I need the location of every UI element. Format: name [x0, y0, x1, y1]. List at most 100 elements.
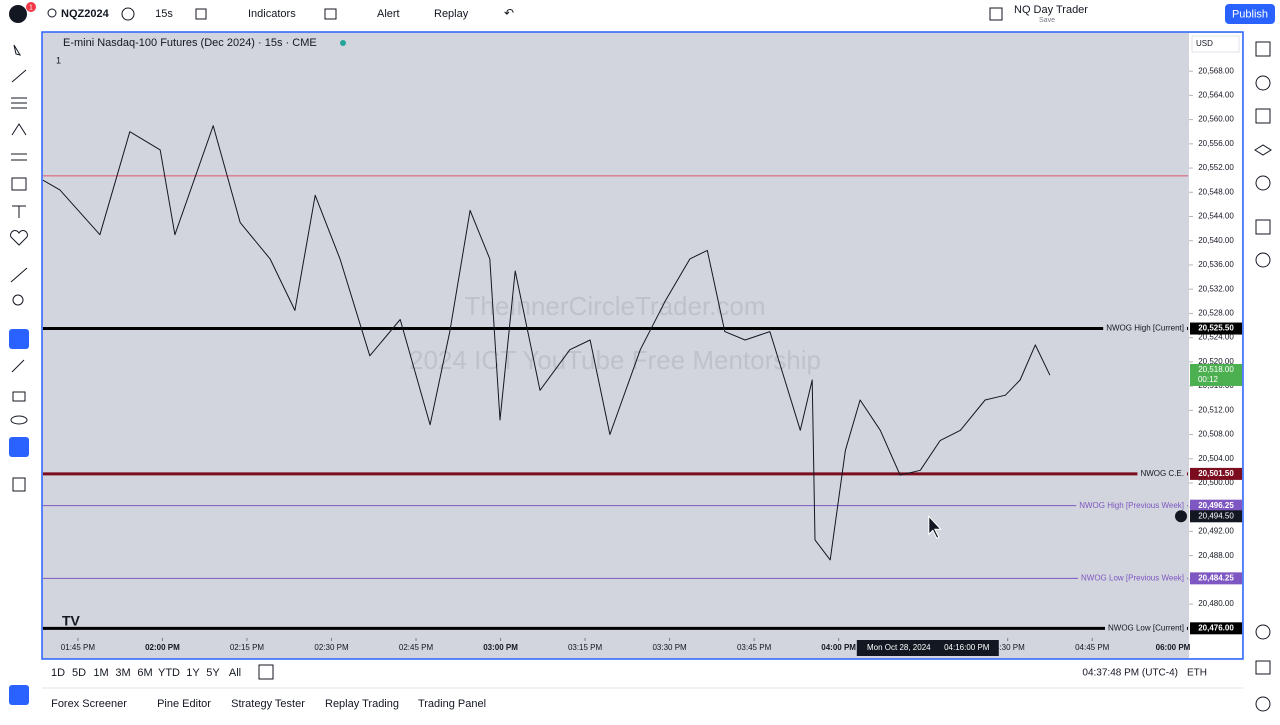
- range-button[interactable]: 3M: [115, 667, 130, 679]
- bottom-tab[interactable]: Replay Trading: [325, 698, 399, 710]
- legend-collapse[interactable]: 1: [56, 55, 61, 65]
- session[interactable]: ETH: [1187, 668, 1207, 679]
- y-tick-label: 20,528.00: [1198, 309, 1234, 318]
- y-tick-label: 20,544.00: [1198, 212, 1234, 221]
- range-button[interactable]: YTD: [158, 667, 180, 679]
- price-axis: [1189, 33, 1242, 658]
- y-tick-label: 20,552.00: [1198, 163, 1234, 172]
- add-alert[interactable]: [1175, 510, 1187, 523]
- goto-date[interactable]: [258, 664, 274, 680]
- range-button[interactable]: All: [229, 667, 241, 679]
- level-price-bg: [1190, 572, 1242, 585]
- drawing-toolbar: [0, 32, 38, 692]
- stay-drawing[interactable]: [11, 359, 25, 373]
- bottom-tab[interactable]: Strategy Tester: [231, 698, 305, 710]
- range-button[interactable]: 1D: [51, 667, 65, 679]
- range-button[interactable]: 5D: [72, 667, 86, 679]
- magnet-tool[interactable]: [9, 329, 29, 349]
- level-price-bg: [1190, 499, 1242, 512]
- favorites-tool[interactable]: [10, 230, 28, 246]
- level-price: 20,525.50: [1198, 324, 1234, 333]
- clock: 04:37:48 PM (UTC-4): [1082, 668, 1178, 679]
- level-price: 20,496.25: [1198, 501, 1234, 510]
- watermark: 2024 ICT YouTube Free Mentorship: [409, 345, 821, 375]
- x-tick-label: 03:15 PM: [568, 643, 603, 652]
- layers-icon[interactable]: [1254, 144, 1272, 156]
- alert-button[interactable]: Alert: [377, 8, 400, 20]
- search-icon: [47, 8, 57, 18]
- chat-icon[interactable]: [1255, 219, 1271, 235]
- bottom-tab[interactable]: Trading Panel: [418, 698, 486, 710]
- tv-logo: TV: [62, 613, 81, 629]
- level-price-bg: [1190, 467, 1242, 480]
- x-tick-label: 03:00 PM: [483, 643, 518, 652]
- level-price-bg: [1190, 322, 1242, 335]
- forecast-tool[interactable]: [11, 153, 27, 161]
- x-tick-label: 02:30 PM: [314, 643, 349, 652]
- cursor-tool[interactable]: [13, 44, 22, 56]
- replay-button[interactable]: Replay: [434, 8, 469, 20]
- x-tick-label: 04:30 PM: [991, 643, 1026, 652]
- y-tick-label: 20,532.00: [1198, 284, 1234, 293]
- level-price: 20,476.00: [1198, 623, 1234, 632]
- crosshair-price-bg: [1190, 510, 1242, 523]
- x-tick-label: 03:30 PM: [652, 643, 687, 652]
- x-tick-label: 02:15 PM: [230, 643, 265, 652]
- watchlist-icon[interactable]: [1255, 41, 1271, 57]
- level-name: NWOG C.E.: [1140, 469, 1184, 478]
- lock-tool[interactable]: [12, 391, 26, 402]
- x-tick-label: 04:00 PM: [821, 643, 856, 652]
- help-icon[interactable]: [1255, 696, 1271, 712]
- zoom-tool[interactable]: [12, 294, 24, 306]
- symbol[interactable]: NQZ2024: [61, 8, 110, 20]
- y-tick-label: 20,492.00: [1198, 527, 1234, 536]
- bottom-tab[interactable]: Forex Screener: [51, 698, 127, 710]
- y-tick-label: 20,568.00: [1198, 66, 1234, 75]
- publish-button[interactable]: [1225, 4, 1275, 24]
- range-button[interactable]: 5Y: [206, 667, 220, 679]
- sync-tool[interactable]: [9, 437, 29, 457]
- chat-button[interactable]: [9, 685, 29, 705]
- countdown: 00:12: [1198, 375, 1219, 384]
- avatar[interactable]: [9, 5, 27, 23]
- layout-name[interactable]: NQ Day Trader: [1014, 4, 1088, 16]
- currency-select[interactable]: [1191, 35, 1240, 53]
- delete-tool[interactable]: [12, 477, 26, 492]
- level-price: 20,484.25: [1198, 573, 1234, 582]
- shape-tool[interactable]: [11, 177, 27, 191]
- level-name-bg: [1078, 573, 1187, 584]
- data-window-icon[interactable]: [1255, 108, 1271, 124]
- undo-icon[interactable]: ↶: [504, 6, 514, 20]
- range-button[interactable]: 1M: [93, 667, 108, 679]
- publish-label: Publish: [1232, 8, 1268, 20]
- calendar-icon[interactable]: [1255, 660, 1271, 675]
- fib-tool[interactable]: [11, 97, 27, 109]
- y-tick-label: 20,536.00: [1198, 260, 1234, 269]
- chart-type-icon[interactable]: [195, 8, 207, 20]
- streams-icon[interactable]: [1255, 252, 1271, 268]
- badge-count: 1: [29, 4, 33, 11]
- right-sidebar: [1254, 41, 1272, 712]
- hide-tool[interactable]: [10, 415, 28, 425]
- currency[interactable]: USD: [1196, 39, 1213, 48]
- text-tool[interactable]: [12, 205, 26, 218]
- x-tick-label: 03:45 PM: [737, 643, 772, 652]
- add-icon[interactable]: [121, 7, 135, 21]
- trendline-tool[interactable]: [11, 69, 27, 83]
- indicator-icon[interactable]: [1255, 624, 1271, 640]
- y-tick-label: 20,512.00: [1198, 405, 1234, 414]
- y-tick-label: 20,560.00: [1198, 115, 1234, 124]
- range-button[interactable]: 6M: [137, 667, 152, 679]
- alerts-icon[interactable]: [1255, 75, 1271, 91]
- indicators-button[interactable]: Indicators: [248, 8, 296, 20]
- ideas-icon[interactable]: [1255, 175, 1271, 191]
- range-button[interactable]: 1Y: [186, 667, 200, 679]
- templates-icon[interactable]: [324, 8, 337, 20]
- x-tick-label: 02:00 PM: [145, 643, 180, 652]
- bottom-tab[interactable]: Pine Editor: [157, 698, 211, 710]
- pattern-tool[interactable]: [11, 123, 27, 136]
- layout-icon[interactable]: [989, 7, 1003, 21]
- interval[interactable]: 15s: [155, 8, 173, 20]
- level-name-bg: [1104, 623, 1187, 634]
- measure-tool[interactable]: [10, 267, 28, 283]
